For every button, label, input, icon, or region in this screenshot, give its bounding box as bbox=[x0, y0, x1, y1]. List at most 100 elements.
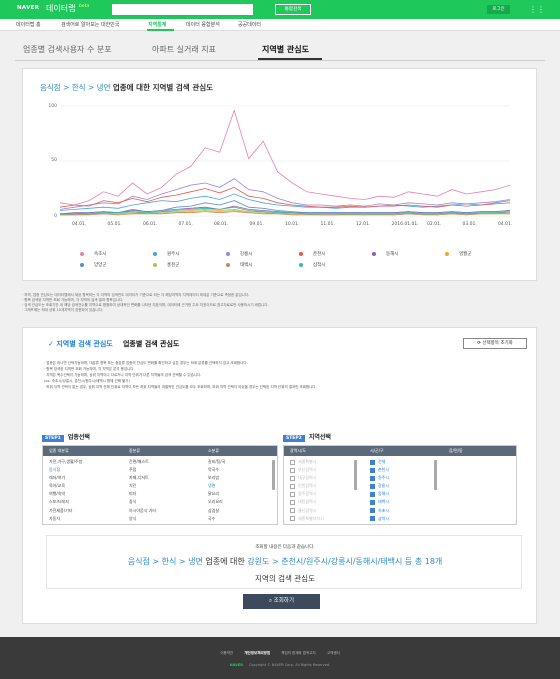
list-item[interactable]: 인천광역시 bbox=[290, 482, 324, 490]
gnb-item-fusion[interactable]: 데이터 융합분석 bbox=[186, 22, 220, 28]
apps-grid-icon[interactable]: ⋮⋮ bbox=[529, 5, 545, 14]
list-item[interactable]: 피자 bbox=[129, 491, 137, 497]
checkbox-icon[interactable] bbox=[290, 524, 295, 525]
list-item[interactable]: 카페,디저트 bbox=[129, 475, 149, 481]
checkbox-icon[interactable] bbox=[370, 491, 375, 497]
legend-item[interactable]: 춘천시 bbox=[299, 251, 325, 257]
list-item[interactable]: 광주광역시 bbox=[290, 490, 324, 498]
list-item[interactable]: 대구광역시 bbox=[290, 474, 324, 482]
list-item[interactable]: 가전,가구,생활/주방 bbox=[49, 459, 83, 464]
search-input[interactable] bbox=[112, 4, 253, 15]
checkbox-icon[interactable] bbox=[290, 475, 295, 481]
tab-region-search[interactable]: ✓ 지역별 검색 관심도 bbox=[48, 340, 113, 348]
industry-small-list[interactable]: 갈비/탕/국막국수보리밥냉면닭요리오리요리삼겹살국수일식당돼지국밥 bbox=[208, 458, 226, 525]
total-search-button[interactable]: 통합검색 bbox=[275, 4, 311, 15]
legend-item[interactable]: 태백시 bbox=[226, 262, 252, 268]
checkbox-icon[interactable] bbox=[370, 508, 375, 514]
list-item[interactable]: 아시아음식 기타 bbox=[129, 507, 157, 513]
list-item[interactable]: 쇼핑 bbox=[49, 523, 82, 525]
gnb-item-keyword[interactable]: 검색어로 알아보는 대한민국 bbox=[61, 22, 120, 28]
list-item[interactable]: 닭요리 bbox=[208, 491, 220, 497]
checkbox-icon[interactable] bbox=[290, 508, 295, 514]
footer-link-legal[interactable]: 책임의 한계와 법적고지 bbox=[281, 651, 316, 655]
lookup-button[interactable]: ⌕ 조회하기 bbox=[243, 594, 320, 609]
list-item[interactable]: 스포츠/레저 bbox=[49, 499, 69, 505]
region-mid-list[interactable]: 전체춘천시원주시강릉시동해시태백시속초시삼척시홍천군 bbox=[370, 458, 389, 525]
list-item[interactable]: 여행/숙박 bbox=[49, 491, 66, 497]
checkbox-icon[interactable] bbox=[290, 491, 295, 497]
legend-item[interactable]: 홍천군 bbox=[153, 262, 179, 268]
tab-apartment[interactable]: 아파트 실거래 지표 bbox=[152, 45, 216, 54]
list-item[interactable]: 오리요리 bbox=[208, 499, 223, 505]
list-item[interactable]: 가전제품/기타 bbox=[49, 507, 73, 513]
tab-industry-search[interactable]: 업종별 검색 관심도 bbox=[122, 340, 180, 348]
search-icon[interactable]: ⌕ bbox=[246, 5, 251, 13]
list-item[interactable]: 육아/교육 bbox=[49, 483, 66, 489]
checkbox-icon[interactable] bbox=[370, 499, 375, 505]
list-item[interactable]: 음식점 bbox=[49, 467, 61, 473]
checkbox-icon[interactable] bbox=[370, 516, 375, 522]
list-item[interactable]: 동해시 bbox=[370, 490, 389, 498]
legend-item[interactable]: 속초시 bbox=[80, 251, 106, 257]
checkbox-icon[interactable] bbox=[370, 459, 375, 465]
list-item[interactable]: 냉면 bbox=[208, 483, 216, 489]
list-item[interactable]: 부산광역시 bbox=[290, 466, 324, 474]
reset-selection-button[interactable]: ⟳ 선택항목 초기화 bbox=[463, 338, 527, 349]
list-item[interactable]: 주점 bbox=[129, 467, 137, 473]
list-item[interactable]: 레저/여가 bbox=[49, 475, 66, 481]
gnb-item-public[interactable]: 공공데이터 bbox=[238, 22, 262, 28]
checkbox-icon[interactable] bbox=[290, 483, 295, 489]
checkbox-icon[interactable] bbox=[290, 499, 295, 505]
gnb-item-home[interactable]: 데이터랩 홈 bbox=[16, 22, 41, 28]
list-item[interactable]: 갈비/탕/국 bbox=[208, 459, 226, 464]
list-item[interactable]: 춘천시 bbox=[370, 466, 389, 474]
list-item[interactable]: 서울특별시 bbox=[290, 458, 324, 466]
checkbox-icon[interactable] bbox=[370, 467, 375, 473]
list-item[interactable]: 중식 bbox=[129, 499, 137, 505]
legend-item[interactable]: 동해시 bbox=[372, 251, 398, 257]
list-item[interactable]: 막국수 bbox=[208, 467, 220, 473]
list-item[interactable]: 자동차 bbox=[49, 515, 61, 521]
legend-item[interactable]: 삼척시 bbox=[299, 262, 325, 268]
checkbox-icon[interactable] bbox=[370, 483, 375, 489]
checkbox-icon[interactable] bbox=[290, 516, 295, 522]
list-item[interactable]: 원주시 bbox=[370, 474, 389, 482]
list-item[interactable]: 국수 bbox=[208, 515, 216, 521]
checkbox-icon[interactable] bbox=[370, 524, 375, 525]
list-item[interactable]: 경기도 bbox=[290, 523, 324, 525]
tab-region-interest[interactable]: 지역별 관심도 bbox=[262, 45, 309, 54]
list-item[interactable]: 울산광역시 bbox=[290, 507, 324, 515]
legend-item[interactable]: 양양군 bbox=[80, 262, 106, 268]
checkbox-icon[interactable] bbox=[290, 459, 295, 465]
checkbox-icon[interactable] bbox=[370, 475, 375, 481]
list-item[interactable]: 보리밥 bbox=[208, 475, 220, 481]
login-button[interactable]: 로그인 bbox=[487, 5, 510, 14]
list-item[interactable]: 양식 bbox=[129, 515, 137, 521]
list-item[interactable]: 대전광역시 bbox=[290, 498, 324, 506]
list-item[interactable]: 일식당 bbox=[208, 523, 225, 525]
tab-user-distribution[interactable]: 업종별 검색사용자 수 분포 bbox=[23, 45, 112, 54]
list-item[interactable]: 간편/패스트 bbox=[129, 459, 149, 464]
region-big-list[interactable]: 서울특별시 부산광역시 대구광역시 인천광역시 광주광역시 대전광역시 울산광역시 세종특별자… bbox=[290, 458, 324, 525]
list-item[interactable]: 삼척시 bbox=[370, 515, 389, 523]
list-item[interactable]: 치킨 bbox=[129, 483, 137, 489]
legend-item[interactable]: 영월군 bbox=[445, 251, 471, 257]
list-item[interactable]: 강릉시 bbox=[370, 482, 389, 490]
footer-link-privacy[interactable]: 개인정보처리방침 bbox=[244, 651, 271, 655]
list-item[interactable]: 삼겹살 bbox=[208, 507, 220, 513]
region-scrollbar[interactable] bbox=[434, 460, 437, 490]
legend-item[interactable]: 강릉시 bbox=[226, 251, 252, 257]
datalab-logo[interactable]: 데이터랩 bbox=[46, 4, 76, 13]
gnb-item-region[interactable]: 지역통계 bbox=[148, 22, 167, 28]
list-item[interactable]: 홍천군 bbox=[370, 523, 389, 525]
footer-link-terms[interactable]: 이용약관 bbox=[220, 651, 234, 655]
footer-link-help[interactable]: 고객센터 bbox=[326, 651, 340, 655]
region-scrollbar[interactable] bbox=[354, 460, 357, 490]
legend-item[interactable]: 원주시 bbox=[153, 251, 179, 257]
industry-scrollbar[interactable] bbox=[272, 460, 275, 490]
list-item[interactable]: 태백시 bbox=[370, 498, 389, 506]
list-item[interactable]: 세종특별자치시 bbox=[290, 515, 324, 523]
list-item[interactable]: 전체 bbox=[370, 458, 389, 466]
